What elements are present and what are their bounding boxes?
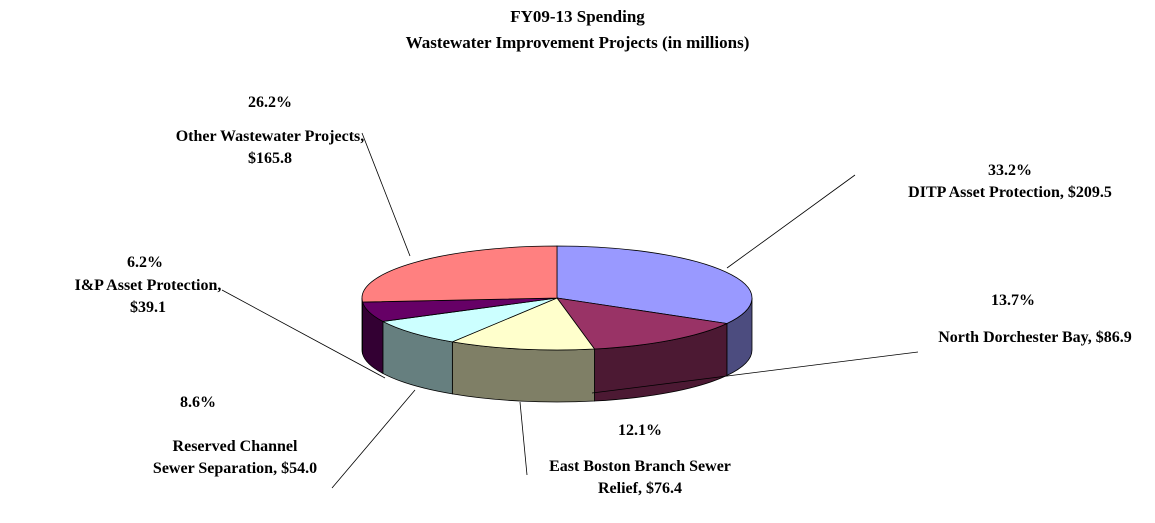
category-label: Reserved Channel Sewer Separation, bbox=[152, 438, 298, 477]
percent-label: 26.2% bbox=[248, 94, 292, 111]
category-label: DITP Asset Protection, bbox=[908, 184, 1064, 201]
slice bbox=[556, 297, 729, 350]
slice-label: DITP Asset Protection, $209.5 bbox=[880, 182, 1140, 204]
slice-label: North Dorchester Bay, $86.9 bbox=[905, 327, 1155, 349]
percent-label: 6.2% bbox=[127, 254, 163, 271]
category-label: North Dorchester Bay, bbox=[938, 329, 1092, 346]
slice-label: Other Wastewater Projects, $165.8 bbox=[170, 126, 370, 170]
slice bbox=[556, 245, 753, 324]
slice-label: I&P Asset Protection, $39.1 bbox=[58, 275, 238, 319]
value-label: $165.8 bbox=[248, 150, 292, 167]
slice-side bbox=[361, 297, 363, 355]
category-label: East Boston Branch Sewer Relief, bbox=[549, 458, 731, 497]
slice-label: East Boston Branch Sewer Relief, $76.4 bbox=[545, 456, 735, 500]
percent-label: 12.1% bbox=[618, 422, 662, 439]
leader-line bbox=[519, 401, 528, 476]
category-label: I&P Asset Protection, bbox=[74, 277, 222, 294]
slice-label: Reserved Channel Sewer Separation, $54.0 bbox=[150, 436, 320, 480]
leader-line bbox=[221, 289, 386, 379]
leader-line bbox=[726, 174, 856, 269]
chart-subtitle: Wastewater Improvement Projects (in mill… bbox=[405, 33, 750, 52]
percent-label: 33.2% bbox=[988, 162, 1032, 179]
percent-label: 13.7% bbox=[991, 292, 1035, 309]
leader-line bbox=[331, 389, 416, 489]
value-label: $209.5 bbox=[1067, 184, 1112, 201]
slice bbox=[361, 245, 558, 303]
value-label: $76.4 bbox=[645, 480, 682, 497]
leader-line bbox=[591, 351, 919, 394]
slice bbox=[450, 297, 596, 351]
value-label: $39.1 bbox=[130, 299, 166, 316]
category-label: Other Wastewater Projects, bbox=[175, 128, 365, 145]
slice-side bbox=[451, 341, 595, 403]
value-label: $86.9 bbox=[1095, 329, 1132, 346]
percent-label: 8.6% bbox=[180, 394, 216, 411]
leader-line bbox=[361, 132, 411, 257]
slice bbox=[381, 297, 558, 343]
value-label: $54.0 bbox=[281, 460, 318, 477]
chart-title: FY09-13 Spending bbox=[510, 7, 645, 26]
